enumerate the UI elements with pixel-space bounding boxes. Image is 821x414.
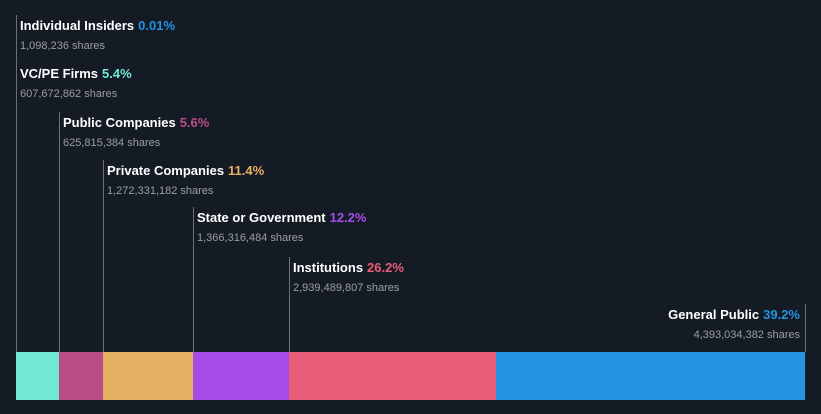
shares-label: 607,672,862 shares xyxy=(20,88,118,100)
percent-label: 12.2% xyxy=(329,210,367,225)
segment-label: Public Companies 5.6% 625,815,384 shares xyxy=(63,114,209,149)
category-name: Public Companies xyxy=(63,115,176,130)
percent-label: 5.4% xyxy=(102,66,132,81)
leader-line xyxy=(289,257,290,352)
segment-label: Institutions 26.2% 2,939,489,807 shares xyxy=(293,259,404,294)
percent-label: 11.4% xyxy=(228,163,265,178)
shares-label: 1,366,316,484 shares xyxy=(197,232,304,244)
category-name: Individual Insiders xyxy=(20,18,135,33)
shares-label: 625,815,384 shares xyxy=(63,137,161,149)
category-name: State or Government xyxy=(197,210,326,225)
leader-line xyxy=(193,207,194,352)
segment-label: Private Companies 11.4% 1,272,331,182 shar… xyxy=(107,162,264,197)
percent-label: 39.2% xyxy=(763,307,800,322)
bar-segment-2 xyxy=(58,352,103,400)
bar-segment-4 xyxy=(192,352,290,400)
bar-segment-1 xyxy=(16,352,59,400)
leader-line xyxy=(59,112,60,352)
percent-label: 5.6% xyxy=(179,115,210,130)
shares-label: 2,939,489,807 shares xyxy=(293,282,400,294)
shares-label: 4,393,034,382 shares xyxy=(693,329,800,341)
segment-label: General Public 39.2% 4,393,034,382 shares xyxy=(668,306,800,341)
category-name: General Public xyxy=(668,307,760,322)
leader-line xyxy=(805,304,806,352)
segment-label: VC/PE Firms 5.4% 607,672,862 shares xyxy=(20,65,132,100)
category-name: VC/PE Firms xyxy=(20,66,99,81)
category-name: Institutions xyxy=(293,260,364,275)
percent-label: 26.2% xyxy=(367,260,404,275)
bar-segment-3 xyxy=(102,352,193,400)
bar-segment-6 xyxy=(495,352,805,400)
leader-line xyxy=(103,160,104,352)
category-name: Private Companies xyxy=(107,163,225,178)
segment-label: Individual Insiders 0.01% 1,098,236 shares xyxy=(20,17,175,52)
bar-segment-5 xyxy=(289,352,496,400)
percent-label: 0.01% xyxy=(138,18,176,33)
shares-label: 1,272,331,182 shares xyxy=(107,185,214,197)
shares-label: 1,098,236 shares xyxy=(20,40,106,52)
leader-line xyxy=(16,63,17,352)
segment-label: State or Government 12.2% 1,366,316,484 sh… xyxy=(197,209,366,244)
